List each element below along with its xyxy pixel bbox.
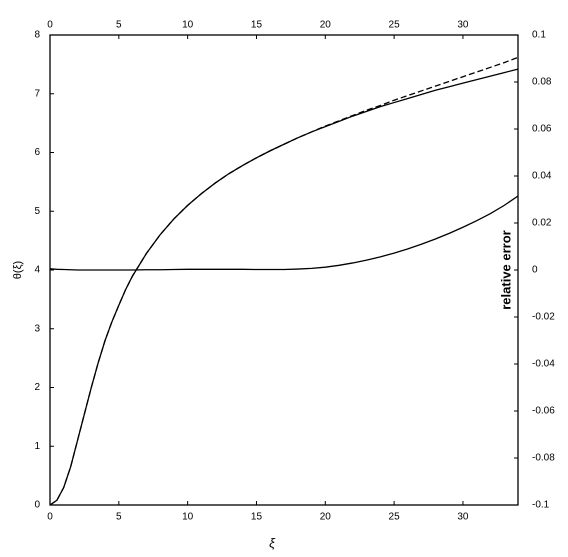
y-tick-label: 8 [34,30,40,41]
y2-tick-label: 0.04 [532,171,552,182]
y2-tick-label: -0.02 [532,312,555,323]
x-top-tick-label: 10 [182,20,194,31]
series-line [49,56,519,506]
y-tick-label: 3 [34,323,40,334]
y2-tick-label: -0.06 [532,406,555,417]
y-tick-label: 5 [34,206,40,217]
y2-tick-label: -0.1 [532,500,550,511]
y-tick-label: 0 [34,500,40,511]
x-tick-label: 0 [47,512,53,523]
series-line [49,68,519,506]
series-line [49,195,519,271]
y2-tick-label: 0.1 [532,30,546,41]
y2-tick-label: -0.08 [532,453,555,464]
y-tick-label: 7 [34,88,40,99]
x-top-tick-label: 0 [47,20,53,31]
x-axis-label: ξ [269,535,276,550]
y-axis-label: θ(ξ) [12,261,24,279]
x-top-tick-label: 20 [320,20,332,31]
x-tick-label: 25 [389,512,401,523]
x-top-tick-label: 25 [389,20,401,31]
x-tick-label: 30 [457,512,469,523]
x-tick-label: 20 [320,512,332,523]
x-tick-label: 10 [182,512,194,523]
x-tick-label: 15 [251,512,263,523]
x-top-tick-label: 15 [251,20,263,31]
y-tick-label: 2 [34,382,40,393]
y-tick-label: 6 [34,147,40,158]
x-top-tick-label: 5 [116,20,122,31]
y2-axis-label: relative error [498,230,513,310]
x-tick-label: 5 [116,512,122,523]
y2-tick-label: 0.02 [532,218,552,229]
y-tick-label: 1 [34,441,40,452]
y2-tick-label: 0.06 [532,124,552,135]
x-top-tick-label: 30 [457,20,469,31]
y-tick-label: 4 [34,265,40,276]
y2-tick-label: -0.04 [532,359,555,370]
y2-tick-label: 0 [532,265,538,276]
y2-tick-label: 0.08 [532,77,552,88]
